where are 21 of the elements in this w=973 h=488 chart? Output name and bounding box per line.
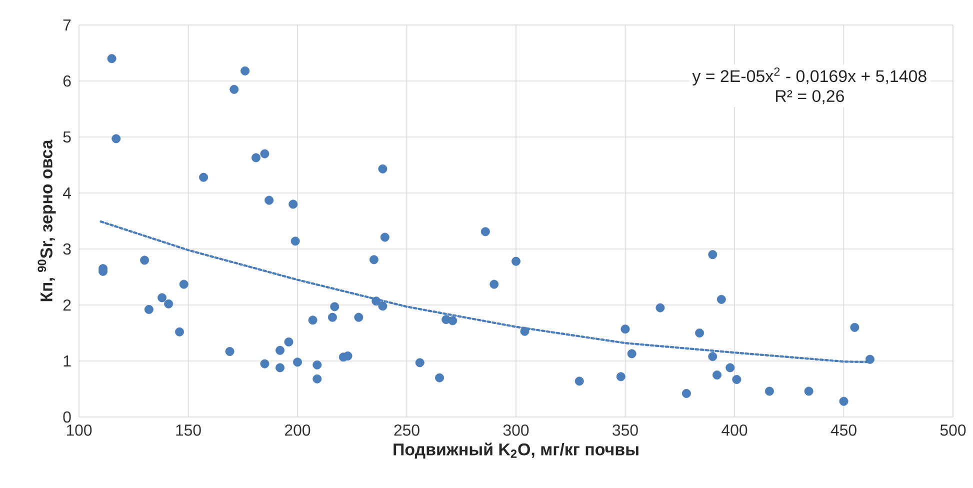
- x-tick-label: 100: [66, 424, 92, 436]
- y-tick-label: 7: [63, 20, 71, 30]
- x-tick-label: 450: [830, 424, 856, 436]
- y-tick-label: 4: [62, 188, 72, 198]
- x-tick-label: 350: [612, 424, 638, 436]
- x-tick-label: 250: [394, 424, 420, 436]
- y-tick-label: 1: [64, 356, 71, 366]
- x-tick-label: 150: [176, 424, 201, 436]
- x-axis-title: Подвижный K$_{2}$O, мг/кг почвы: [394, 442, 638, 459]
- annotation: R² = 0,26: [776, 90, 844, 104]
- y-axis-title: Кп, $^{90}$Sr, зерно овса: [38, 140, 56, 302]
- x-tick-label: 500: [940, 424, 966, 436]
- y-tick-label: 5: [63, 131, 71, 143]
- x-tick-label: 400: [722, 424, 748, 436]
- x-tick-label: 200: [285, 424, 310, 436]
- y-tick-label: 0: [63, 411, 71, 423]
- y-tick-label: 6: [63, 75, 71, 87]
- x-tick-label: 300: [503, 424, 529, 436]
- annotation: y = 2E-05x$^{2}$ - 0,0169x + 5,1408: [692, 67, 926, 86]
- y-tick-label: 3: [63, 243, 71, 255]
- y-tick-label: 2: [63, 299, 71, 311]
